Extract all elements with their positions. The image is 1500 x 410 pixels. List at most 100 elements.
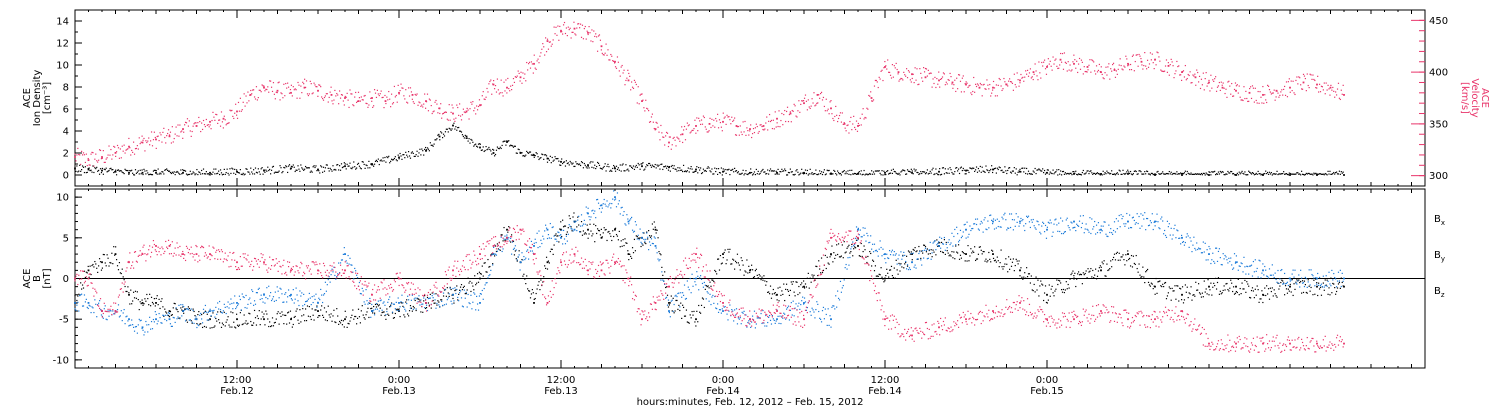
bx-series-sample	[678, 304, 680, 306]
bx-series-sample	[992, 257, 995, 260]
density-series-sample	[940, 174, 942, 176]
bx-series-sample	[408, 310, 411, 312]
bx-series-sample	[795, 281, 797, 283]
velocity-series-sample	[848, 132, 850, 134]
bx-series-sample	[869, 250, 871, 253]
density-series-sample	[831, 173, 833, 175]
by-series-sample	[230, 298, 232, 300]
bx-series-sample	[105, 265, 107, 267]
density-series-sample	[1027, 170, 1030, 172]
velocity-series-sample	[1339, 98, 1341, 101]
velocity-series-sample	[933, 82, 935, 85]
density-series-sample	[706, 167, 708, 169]
bx-series-sample	[688, 322, 690, 324]
velocity-series-sample	[419, 102, 421, 104]
density-series-sample	[1279, 173, 1281, 175]
velocity-series-sample	[363, 95, 365, 97]
bx-series-sample	[1112, 259, 1114, 261]
velocity-series-sample	[1243, 86, 1245, 88]
bx-series-sample	[435, 293, 437, 295]
bx-series-sample	[1014, 264, 1016, 267]
density-series-sample	[368, 160, 370, 162]
bx-series-sample	[1121, 256, 1123, 258]
density-series-sample	[1068, 173, 1070, 175]
density-series-sample	[371, 164, 373, 166]
velocity-series-sample	[1090, 71, 1092, 73]
velocity-series-sample	[979, 82, 981, 85]
bx-series-sample	[760, 279, 762, 281]
by-series-sample	[275, 299, 277, 302]
density-series-sample	[967, 169, 969, 172]
velocity-series-sample	[846, 124, 848, 127]
by-series-sample	[368, 302, 370, 304]
velocity-series-sample	[1180, 79, 1183, 82]
bx-series-point	[546, 261, 549, 264]
bx-series-sample	[701, 297, 704, 299]
velocity-series-point	[533, 62, 535, 65]
density-series-sample	[1187, 172, 1189, 174]
velocity-series-sample	[1009, 80, 1012, 83]
velocity-series-sample	[927, 69, 929, 71]
velocity-series-sample	[203, 123, 206, 126]
bx-series-sample	[978, 246, 980, 248]
velocity-series-sample	[1203, 89, 1205, 91]
density-series-sample	[580, 161, 583, 163]
bx-series-sample	[1146, 268, 1149, 271]
velocity-series-point	[101, 156, 103, 158]
velocity-series-sample	[842, 123, 844, 125]
bx-series-sample	[1293, 283, 1295, 285]
bx-series-sample	[980, 249, 982, 251]
density-series-sample	[233, 172, 235, 174]
velocity-series-sample	[325, 93, 327, 95]
density-series-sample	[279, 165, 281, 167]
density-series-sample	[88, 167, 90, 169]
bx-series-sample	[962, 251, 964, 254]
bx-series-sample	[1315, 278, 1317, 280]
bx-series-sample	[1181, 286, 1184, 288]
bx-series-sample	[86, 272, 88, 274]
density-series-sample	[1250, 173, 1253, 175]
density-series-sample	[1211, 171, 1213, 173]
by-series-sample	[573, 220, 575, 222]
bx-series-sample	[512, 240, 515, 242]
bx-series-sample	[377, 305, 379, 307]
density-series-sample	[603, 165, 605, 168]
bx-series-sample	[300, 321, 302, 323]
velocity-series-sample	[563, 21, 566, 24]
velocity-series-sample	[1101, 73, 1103, 76]
by-series-sample	[387, 301, 389, 303]
velocity-series-sample	[302, 81, 304, 83]
density-series-sample	[725, 172, 727, 174]
bx-series-sample	[968, 260, 970, 262]
density-series-sample	[1011, 170, 1014, 172]
velocity-series-sample	[287, 86, 290, 88]
density-series-point	[479, 146, 481, 149]
bx-series-sample	[1142, 266, 1144, 268]
by-series-sample	[618, 200, 620, 202]
bx-series-sample	[1094, 274, 1096, 276]
by-series-sample	[432, 297, 434, 299]
density-series-sample	[484, 149, 486, 152]
velocity-series-sample	[148, 137, 150, 139]
by-series-sample	[380, 299, 382, 301]
density-series-sample	[860, 170, 862, 172]
velocity-series-sample	[1208, 79, 1210, 82]
density-series-sample	[536, 153, 538, 155]
bx-series-sample	[615, 233, 618, 236]
bx-series-sample	[942, 252, 945, 254]
density-series-sample	[1013, 167, 1015, 169]
by-series-sample	[224, 306, 226, 308]
velocity-series-sample	[617, 61, 619, 63]
velocity-series-sample	[748, 134, 750, 136]
bx-series-point	[317, 310, 319, 312]
bx-series-sample	[1059, 280, 1061, 282]
bx-series-sample	[1328, 287, 1330, 289]
velocity-series-sample	[431, 112, 433, 115]
bx-series-sample	[859, 255, 861, 257]
density-series-sample	[1244, 171, 1246, 173]
density-series-sample	[274, 171, 276, 173]
density-series-sample	[889, 172, 892, 174]
density-series-sample	[751, 174, 754, 176]
by-series-sample	[547, 234, 550, 236]
velocity-series-sample	[816, 102, 818, 105]
